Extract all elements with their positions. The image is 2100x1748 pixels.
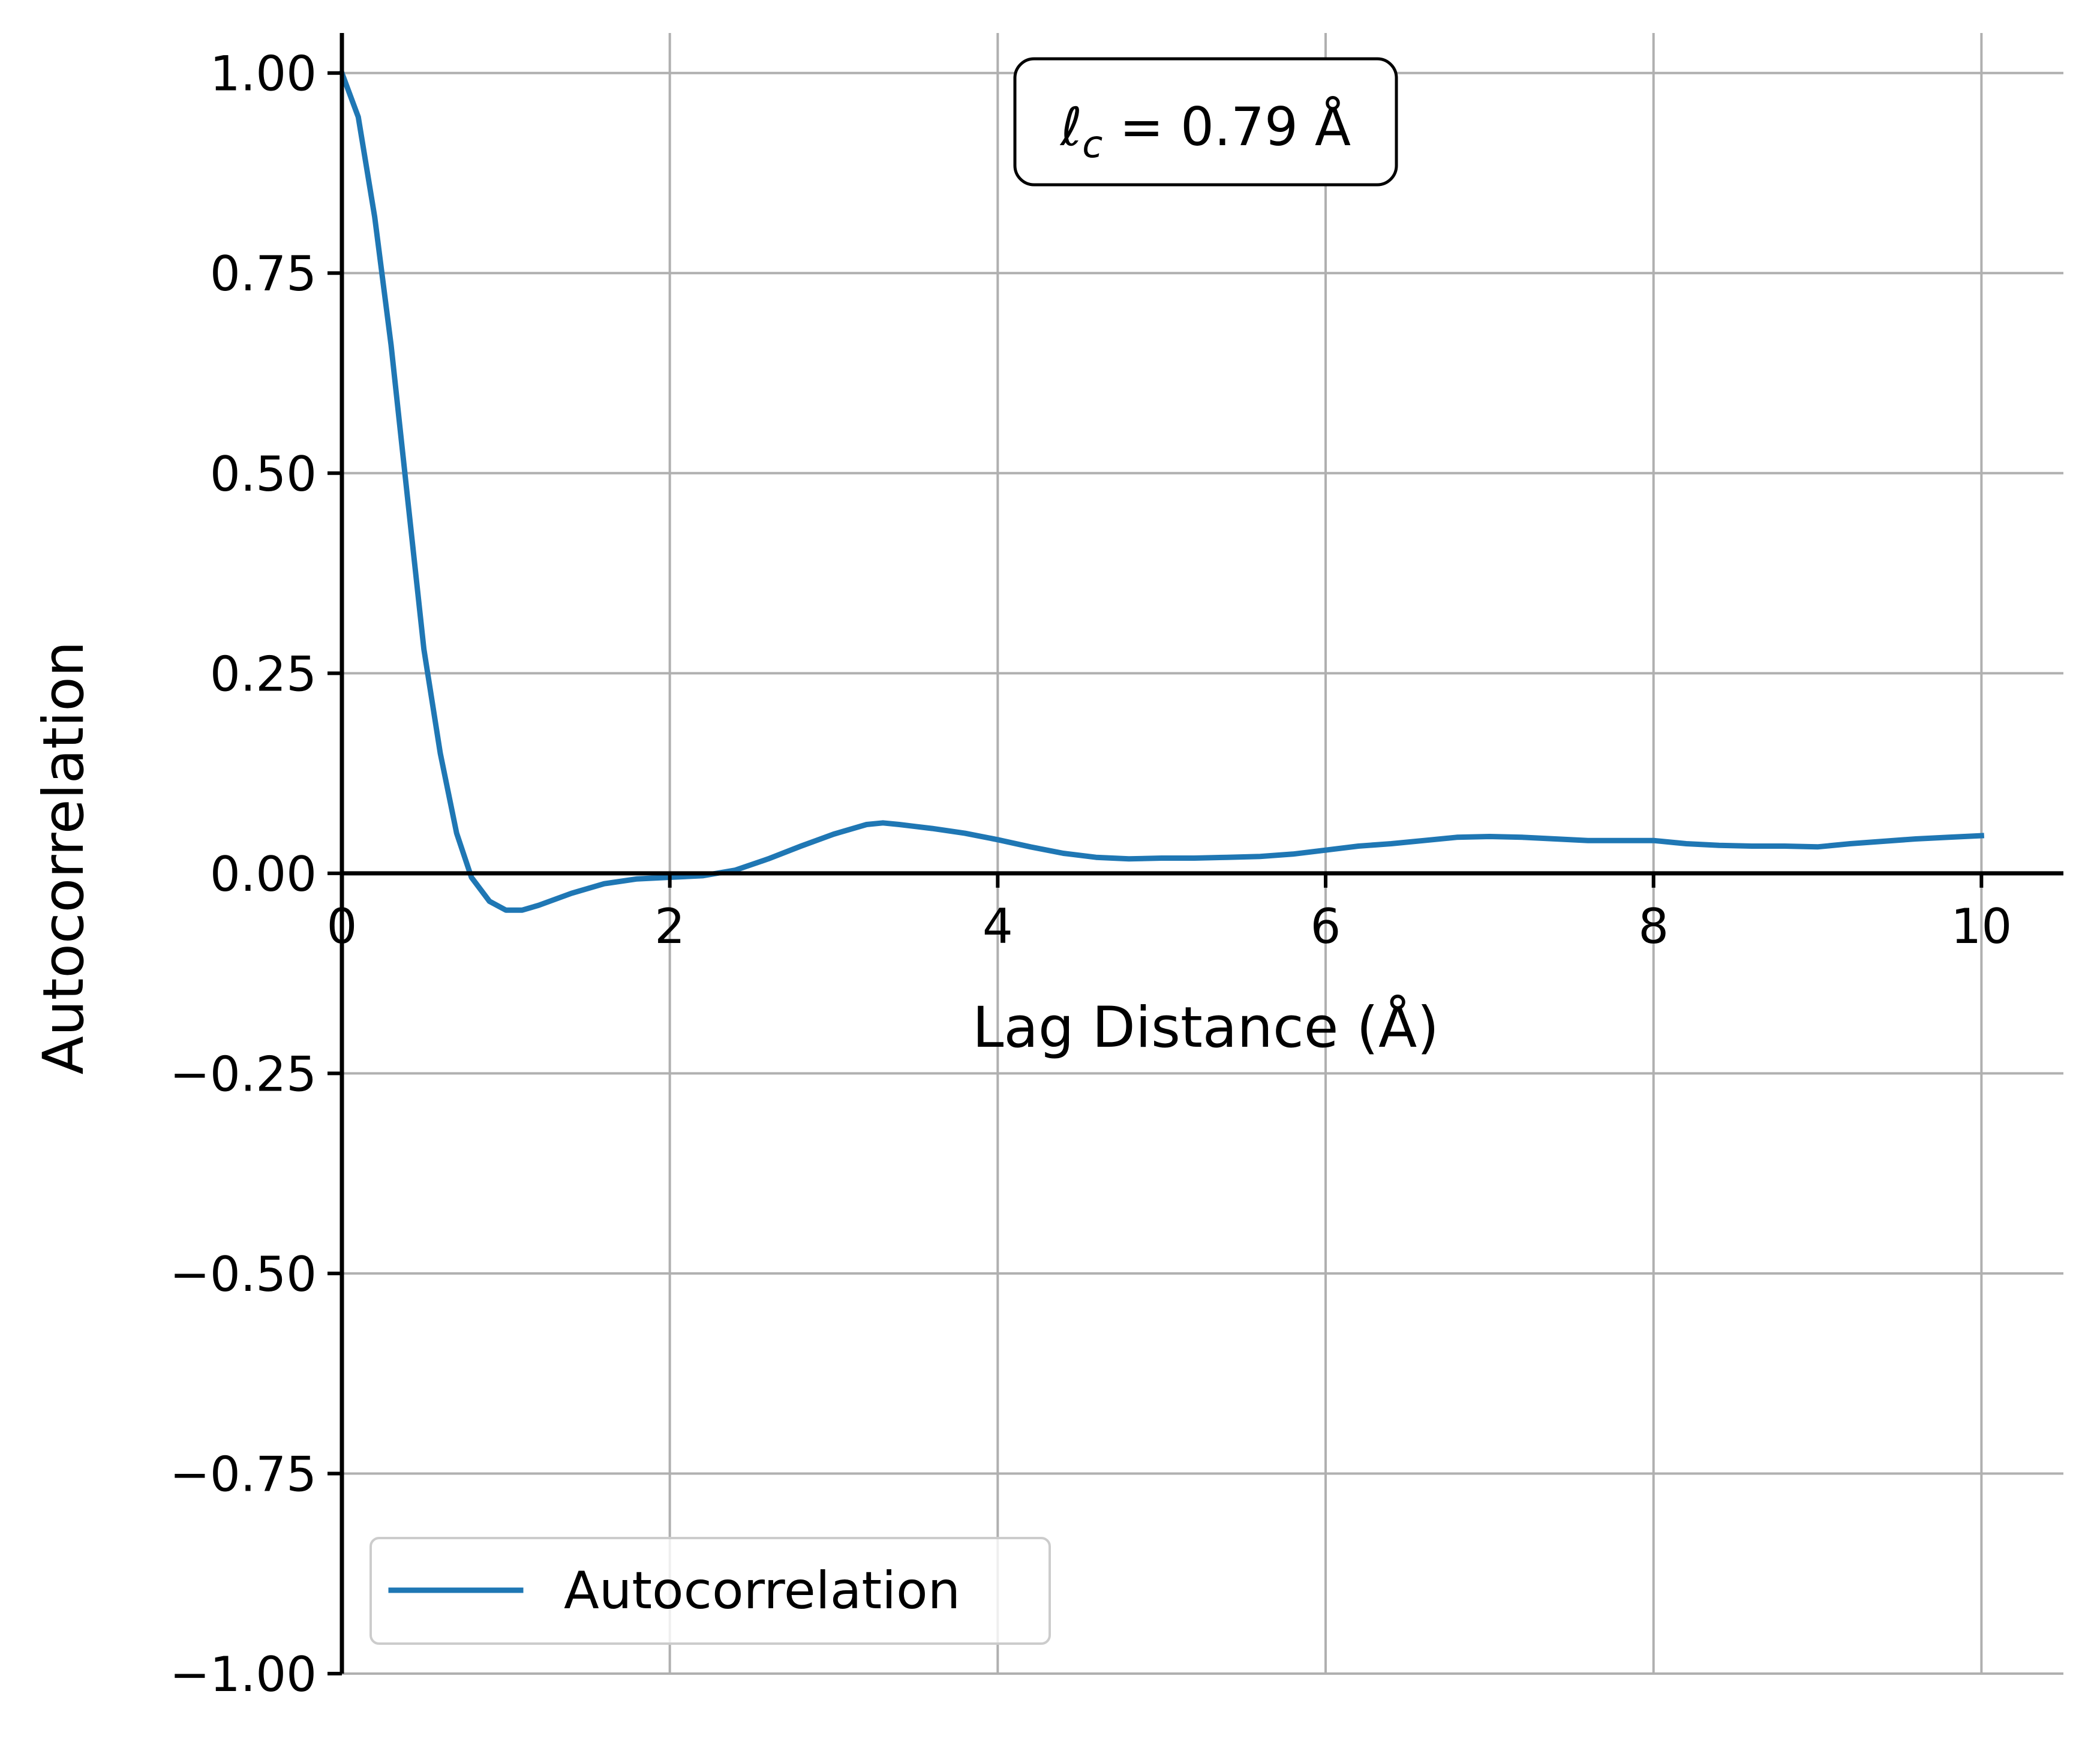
grid-layer [342,33,2063,1674]
x-tick-label-3: 6 [1311,899,1341,954]
series-line-0 [342,73,1981,911]
x-tick-label-1: 2 [654,899,685,954]
x-tick-label-4: 8 [1638,899,1669,954]
x-axis-label: Lag Distance (Å) [972,994,1439,1061]
annotation-subscript: c [1082,122,1102,166]
annotation-symbol: ℓ [1059,96,1082,158]
x-tick-label-5: 10 [1951,899,2012,954]
x-tick-label-2: 4 [983,899,1013,954]
legend-label: Autocorrelation [564,1561,960,1621]
y-tick-label-3: 0.25 [210,646,317,702]
y-tick-label-5: −0.25 [170,1046,317,1102]
correlation-length-annotation: ℓc = 0.79 Å [1015,59,1396,185]
y-tick-label-0: 1.00 [210,46,317,102]
y-tick-label-7: −0.75 [170,1446,317,1502]
y-tick-label-8: −1.00 [170,1647,317,1702]
series-layer [342,73,1982,911]
y-tick-label-4: 0.00 [210,846,317,902]
axes-layer [342,33,2063,1674]
annotation-value: = 0.79 Å [1102,96,1351,158]
y-axis-label: Autocorrelation [31,641,97,1075]
y-tick-label-2: 0.50 [210,446,317,502]
x-tick-label-0: 0 [327,899,357,954]
annotation-text: ℓc = 0.79 Å [1059,96,1351,166]
y-tick-label-6: −0.50 [170,1247,317,1302]
y-tick-label-1: 0.75 [210,246,317,302]
legend: Autocorrelation [371,1538,1050,1644]
